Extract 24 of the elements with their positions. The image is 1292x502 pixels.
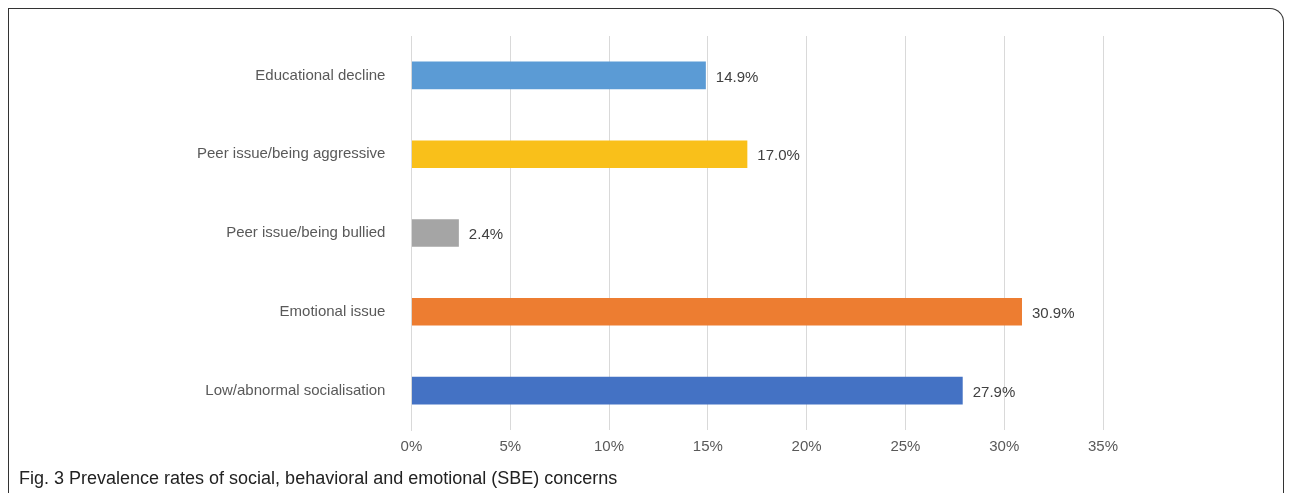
caption: Fig. 3 Prevalence rates of social, behavioral and emotional (SBE) concerns — [18, 467, 619, 490]
x-tick-label: 20% — [791, 437, 822, 455]
x-tick-label: 30% — [989, 437, 1020, 455]
y-tick-label: Emotional issue — [279, 301, 386, 319]
y-tick-label: Peer issue/being bullied — [226, 223, 386, 241]
x-tick-label: 5% — [499, 437, 522, 455]
x-tick-label: 15% — [692, 437, 723, 455]
x-tick-label: 10% — [594, 437, 625, 455]
data-label: 14.9% — [715, 67, 759, 85]
data-label: 27.9% — [972, 382, 1016, 400]
x-tick-label: 25% — [890, 437, 921, 455]
data-label: 17.0% — [757, 146, 800, 164]
x-tick-label: 35% — [1087, 437, 1119, 455]
data-label: 2.4% — [468, 225, 504, 243]
bar — [411, 140, 748, 168]
bar — [411, 61, 706, 90]
y-tick-label: Educational decline — [255, 65, 386, 83]
y-tick-label: Peer issue/being aggressive — [196, 144, 386, 162]
bar — [411, 376, 963, 405]
x-tick-label: 0% — [400, 437, 423, 455]
bar — [411, 219, 459, 247]
bar — [411, 298, 1022, 326]
data-label: 30.9% — [1031, 303, 1075, 321]
y-tick-label: Low/abnormal socialisation — [205, 380, 386, 398]
